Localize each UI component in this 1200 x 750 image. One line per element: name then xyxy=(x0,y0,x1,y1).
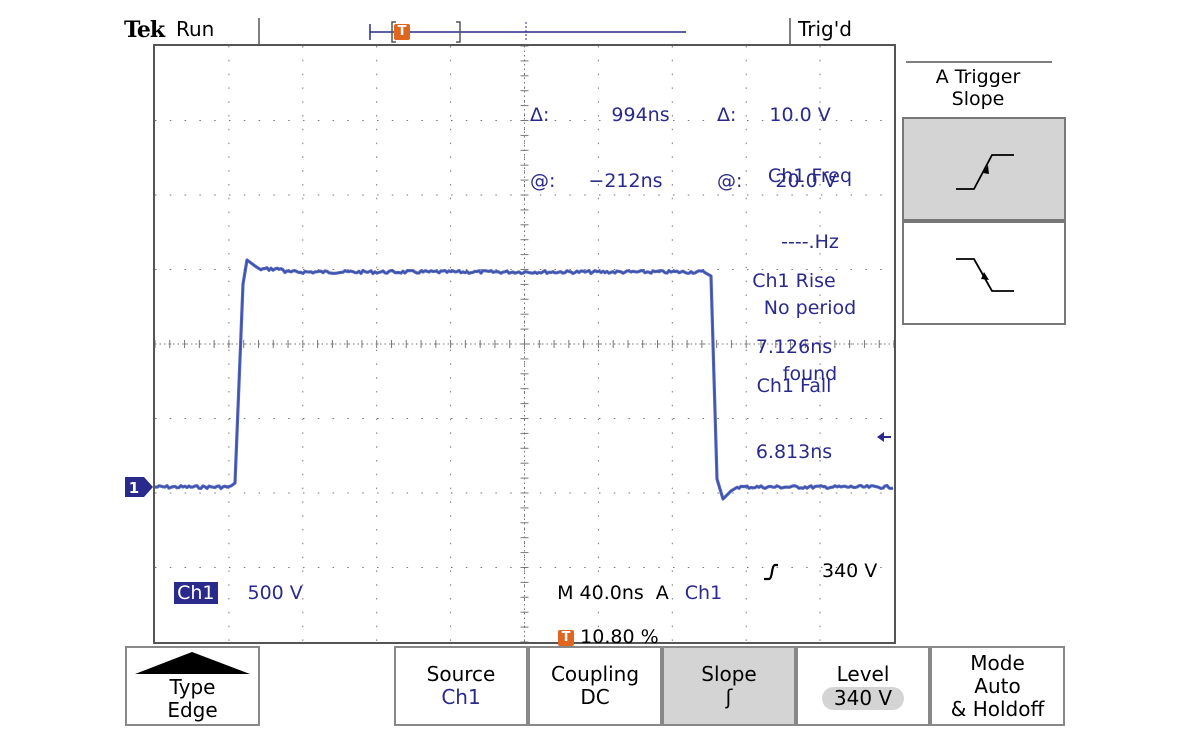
measurement-label: Ch1 Rise xyxy=(752,270,836,292)
falling-edge-icon xyxy=(956,258,1014,292)
brand-logo: Tek xyxy=(124,17,165,43)
acquisition-state: Run xyxy=(176,17,215,41)
mode-button-value2: & Holdoff xyxy=(950,697,1045,721)
measurement-label: Ch1 Freq xyxy=(767,165,853,187)
volt-at-value: 20.0 V xyxy=(775,170,837,192)
slope-button-value: ʃ xyxy=(725,685,733,709)
record-view-bar xyxy=(258,18,791,44)
measurement-value: 7.126ns xyxy=(755,336,833,358)
coupling-button-value: DC xyxy=(580,685,610,709)
coupling-button-title: Coupling xyxy=(550,662,640,686)
measurement-label: Ch1 Fall xyxy=(756,375,832,397)
rising-slope-icon xyxy=(764,563,778,581)
time-at-label: @: xyxy=(530,170,556,192)
source-button[interactable]: Source Ch1 xyxy=(394,646,528,726)
record-trigger-marker: T xyxy=(394,24,410,40)
channel-badge: Ch1 xyxy=(174,582,218,604)
trigger-position-value: 10.80 % xyxy=(580,626,659,648)
trigger-level-readout: 340 V xyxy=(822,560,878,582)
mode-holdoff-button[interactable]: Mode Auto & Holdoff xyxy=(930,646,1065,726)
mode-button-title: Mode xyxy=(970,651,1025,675)
time-delta-value: 994ns xyxy=(611,104,670,126)
trigger-source: Ch1 xyxy=(684,582,723,604)
type-button[interactable]: Type Edge xyxy=(125,646,260,726)
graticule xyxy=(155,46,894,642)
waveform-display xyxy=(153,44,896,644)
trigger-position-readout: T 10.80 % xyxy=(546,604,659,648)
volts-per-div: 500 V xyxy=(247,582,303,604)
source-button-value: Ch1 xyxy=(441,685,481,709)
channel1-trace-core xyxy=(155,259,894,500)
mode-button-value: Auto xyxy=(974,674,1021,698)
time-at-value: −212ns xyxy=(588,170,663,192)
slope-button-title: Slope xyxy=(701,662,757,686)
level-button-title: Level xyxy=(836,662,890,686)
measurement-value: 6.813ns xyxy=(755,441,833,463)
falling-edge-button[interactable] xyxy=(902,221,1066,325)
side-menu-divider xyxy=(906,61,1052,63)
trigger-status: Trig'd xyxy=(798,17,852,41)
volt-delta-label: Δ: xyxy=(717,104,737,126)
coupling-button[interactable]: Coupling DC xyxy=(528,646,662,726)
measurement-rise: Ch1 Rise 7.126ns xyxy=(704,226,884,380)
timebase-value: M 40.0ns xyxy=(557,582,644,604)
side-menu-title-line1: A Trigger xyxy=(935,66,1021,88)
measurement-label: No period xyxy=(763,297,857,319)
slope-button[interactable]: Slope ʃ xyxy=(662,646,796,726)
source-button-title: Source xyxy=(426,662,496,686)
trigger-icon: T xyxy=(558,629,575,646)
side-menu-title-line2: Slope xyxy=(951,88,1005,110)
channel1-ground-marker: 1 xyxy=(125,477,153,497)
level-button-value: 340 V xyxy=(821,687,905,710)
volt-at-label: @: xyxy=(717,170,743,192)
type-button-title: Type xyxy=(169,675,216,699)
measurement-freq: Ch1 Freq ----.Hz No period found xyxy=(720,121,900,407)
time-cursor-readout: Δ: 994ns @: −212ns xyxy=(530,60,670,214)
volt-delta-value: 10.0 V xyxy=(769,104,831,126)
rising-edge-icon xyxy=(956,154,1014,190)
measurement-value: found xyxy=(782,363,838,385)
trigger-level-arrow-icon xyxy=(877,432,891,442)
side-menu-title: A Trigger Slope xyxy=(904,66,1052,110)
timebase-readout: M 40.0ns A Ch1 xyxy=(545,560,722,604)
measurement-fall: Ch1 Fall 6.813ns xyxy=(704,331,884,485)
rising-edge-button[interactable] xyxy=(902,117,1066,221)
level-button[interactable]: Level 340 V xyxy=(796,646,930,726)
status-bar: Tek Run T Trig'd xyxy=(0,0,1200,46)
channel-scale-readout: Ch1 500 V xyxy=(162,560,303,604)
volt-cursor-readout: Δ: 10.0 V @: 20.0 V xyxy=(717,60,837,214)
trigger-mode: A xyxy=(655,582,669,604)
type-button-value: Edge xyxy=(167,698,218,722)
time-delta-label: Δ: xyxy=(530,104,550,126)
type-button-arrow-icon xyxy=(135,652,250,674)
measurement-value: ----.Hz xyxy=(781,231,839,253)
channel1-marker-label: 1 xyxy=(129,479,139,497)
